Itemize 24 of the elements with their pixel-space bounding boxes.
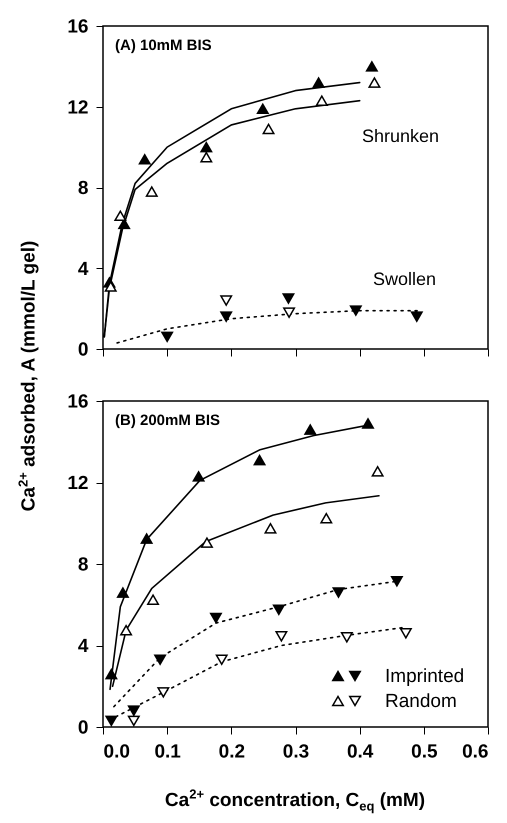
y-tick-label: 4 xyxy=(78,636,89,657)
legend-label: Random xyxy=(385,691,457,712)
x-tick-label: 0.5 xyxy=(411,742,438,762)
y-tick-label: 8 xyxy=(78,178,88,199)
x-tick-label: 0.1 xyxy=(154,742,182,762)
y-tick-label: 16 xyxy=(67,392,88,412)
legend-label: Imprinted xyxy=(385,666,464,687)
y-tick-label: 12 xyxy=(67,473,88,494)
x-tick-label: 0.2 xyxy=(218,742,246,762)
y-tick-label: 8 xyxy=(78,554,88,576)
text: (A) 10mM BIS xyxy=(115,37,212,54)
y-tick-label: 0 xyxy=(78,718,88,738)
y-tick-label: 0 xyxy=(78,340,88,360)
x-tick-label: 0.3 xyxy=(282,742,310,762)
x-axis-title: Ca$^{2+}$ concentration, C$_{eq}$ (mM) xyxy=(164,786,426,814)
y-tick-label: 16 xyxy=(67,16,88,38)
y-tick-label: 4 xyxy=(78,258,89,280)
x-tick-label: 0.4 xyxy=(346,742,374,762)
y-tick-label: 12 xyxy=(67,97,88,118)
annotation: Swollen xyxy=(373,269,436,289)
x-tick-label: 0.6 xyxy=(462,742,488,762)
x-tick-label: 0.0 xyxy=(104,742,130,762)
annotation: Shrunken xyxy=(362,126,440,146)
text: (B) 200mM BIS xyxy=(115,412,220,429)
